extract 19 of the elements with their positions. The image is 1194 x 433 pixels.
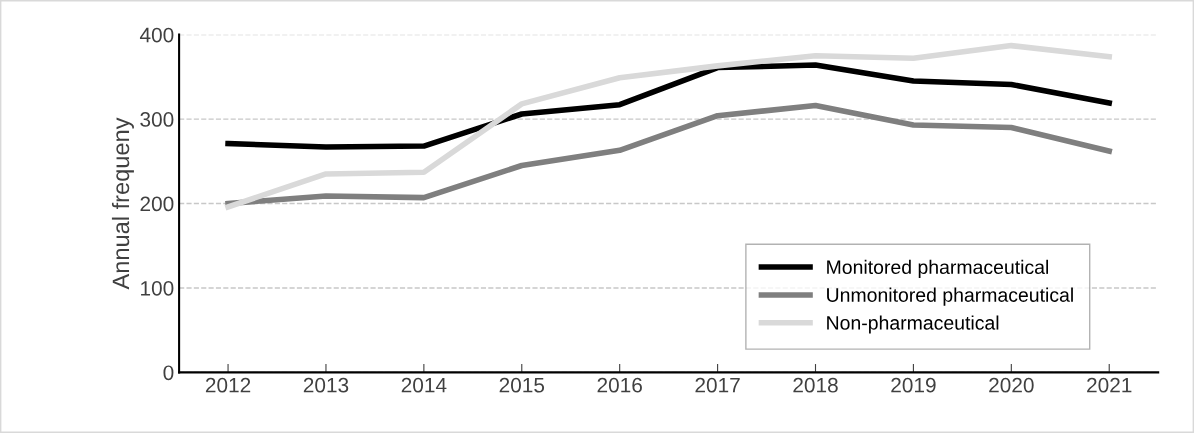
legend-label: Unmonitored pharmaceutical (827, 287, 1073, 306)
y-tick-label: 300 (140, 112, 174, 127)
x-tick-label: 2014 (401, 377, 447, 393)
legend-label: Non-pharmaceutical (827, 315, 999, 334)
x-tick-label: 2020 (989, 377, 1034, 393)
y-tick-label: 100 (141, 280, 174, 296)
x-tick-label: 2017 (695, 377, 740, 393)
x-tick-label: 2018 (793, 377, 838, 393)
x-tick-label: 2013 (303, 377, 349, 393)
y-tick-label: 0 (163, 365, 174, 381)
y-tick-label: 400 (139, 27, 174, 43)
x-tick-label: 2016 (597, 377, 642, 393)
y-tick-label: 200 (140, 196, 174, 212)
x-tick-label: 2015 (499, 377, 545, 393)
x-tick-label: 2019 (891, 377, 936, 393)
y-axis-title: Annual frequeny (111, 117, 134, 290)
x-tick-label: 2021 (1087, 377, 1132, 393)
legend-label: Monitored pharmaceutical (827, 259, 1049, 278)
x-tick-label: 2012 (205, 377, 251, 393)
